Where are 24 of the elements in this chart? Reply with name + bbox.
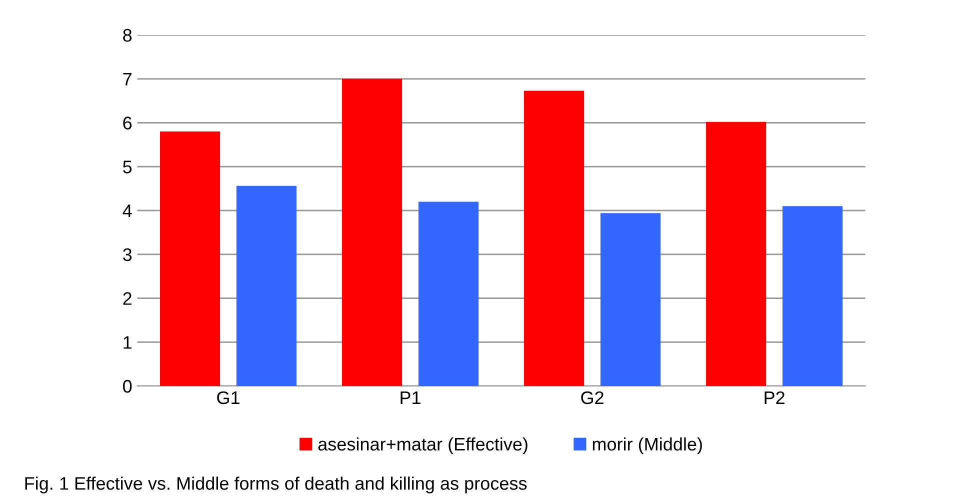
bar <box>418 202 479 386</box>
x-tick-label: P2 <box>764 391 784 404</box>
bar <box>236 186 296 386</box>
x-tick-label: G1 <box>217 391 240 404</box>
y-tick-label: 8 <box>123 28 132 42</box>
legend-label: morir (Middle) <box>592 437 702 454</box>
y-tick-label: 0 <box>123 380 132 393</box>
caption: Fig. 1 Effective vs. Middle forms of death and killing as process <box>25 476 527 494</box>
y-tick-label: 6 <box>123 116 132 130</box>
x-tick-label: P1 <box>400 392 420 404</box>
y-tick-label: 7 <box>123 72 132 86</box>
y-tick-label: 2 <box>123 292 132 305</box>
y-tick-label: 1 <box>124 336 132 349</box>
y-tick-label: 3 <box>123 248 132 262</box>
bar <box>600 213 661 386</box>
bar <box>782 206 843 386</box>
bar <box>706 122 766 386</box>
bar <box>342 78 402 386</box>
legend-label: asesinar+matar (Effective) <box>318 437 528 454</box>
y-tick-label: 4 <box>122 204 132 218</box>
y-tick-label: 5 <box>123 160 132 174</box>
bar <box>160 132 220 386</box>
x-tick-label: G2 <box>581 391 604 404</box>
bar <box>524 90 584 386</box>
